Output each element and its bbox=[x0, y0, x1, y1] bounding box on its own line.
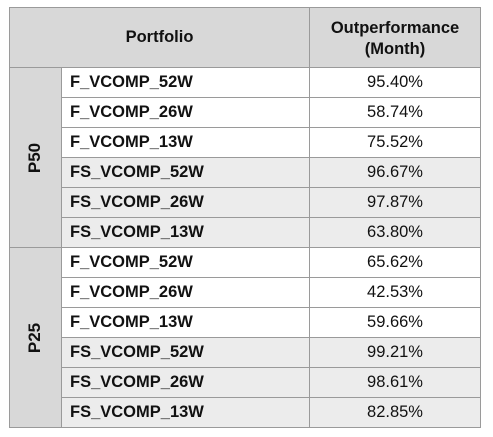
table-row: FS_VCOMP_13W 63.80% bbox=[10, 217, 481, 248]
table-row: FS_VCOMP_52W 96.67% bbox=[10, 157, 481, 188]
outperformance-value: 59.66% bbox=[309, 307, 481, 338]
table-row: F_VCOMP_26W 58.74% bbox=[10, 97, 481, 128]
table-row: F_VCOMP_13W 59.66% bbox=[10, 307, 481, 338]
outperformance-value: 97.87% bbox=[309, 187, 481, 218]
outperformance-value: 99.21% bbox=[309, 337, 481, 368]
group-label-text: P50 bbox=[25, 142, 45, 173]
table-row: P25 F_VCOMP_52W 65.62% bbox=[9, 247, 481, 428]
outperformance-header: Outperformance (Month) bbox=[309, 7, 481, 68]
table-row: FS_VCOMP_26W 98.61% bbox=[10, 367, 481, 398]
table-row: P50 F_VCOMP_52W 95.40% bbox=[9, 67, 481, 248]
outperformance-value: 98.61% bbox=[309, 367, 481, 398]
portfolio-name: F_VCOMP_26W bbox=[61, 277, 310, 308]
portfolio-name: FS_VCOMP_26W bbox=[61, 367, 310, 398]
outperformance-value: 65.62% bbox=[309, 247, 481, 278]
outperformance-header-line2: (Month) bbox=[364, 40, 426, 58]
portfolio-name: F_VCOMP_26W bbox=[61, 97, 310, 128]
portfolio-header: Portfolio bbox=[9, 7, 310, 68]
table-row: FS_VCOMP_13W 82.85% bbox=[10, 397, 481, 428]
table-row: F_VCOMP_26W 42.53% bbox=[10, 277, 481, 308]
portfolio-name: F_VCOMP_13W bbox=[61, 307, 310, 338]
table-row: FS_VCOMP_26W 97.87% bbox=[10, 187, 481, 218]
portfolio-name: FS_VCOMP_52W bbox=[61, 337, 310, 368]
outperformance-value: 63.80% bbox=[309, 217, 481, 248]
outperformance-table: Portfolio Outperformance (Month) P50 F_V… bbox=[9, 7, 481, 428]
outperformance-value: 82.85% bbox=[309, 397, 481, 428]
outperformance-value: 42.53% bbox=[309, 277, 481, 308]
group-label-text: P25 bbox=[25, 322, 45, 353]
outperformance-value: 96.67% bbox=[309, 157, 481, 188]
table-row: F_VCOMP_13W 75.52% bbox=[10, 127, 481, 158]
portfolio-name: F_VCOMP_52W bbox=[61, 247, 310, 278]
portfolio-name: FS_VCOMP_52W bbox=[61, 157, 310, 188]
portfolio-name: F_VCOMP_52W bbox=[61, 67, 310, 98]
outperformance-header-line1: Outperformance bbox=[330, 19, 460, 37]
table-row: FS_VCOMP_52W 99.21% bbox=[10, 337, 481, 368]
group-label-p25: P25 bbox=[9, 247, 62, 428]
header-row: Portfolio Outperformance (Month) bbox=[9, 7, 481, 68]
outperformance-value: 75.52% bbox=[309, 127, 481, 158]
outperformance-value: 95.40% bbox=[309, 67, 481, 98]
portfolio-name: FS_VCOMP_13W bbox=[61, 217, 310, 248]
portfolio-name: F_VCOMP_13W bbox=[61, 127, 310, 158]
outperformance-value: 58.74% bbox=[309, 97, 481, 128]
portfolio-name: FS_VCOMP_13W bbox=[61, 397, 310, 428]
portfolio-name: FS_VCOMP_26W bbox=[61, 187, 310, 218]
group-label-p50: P50 bbox=[9, 67, 62, 248]
